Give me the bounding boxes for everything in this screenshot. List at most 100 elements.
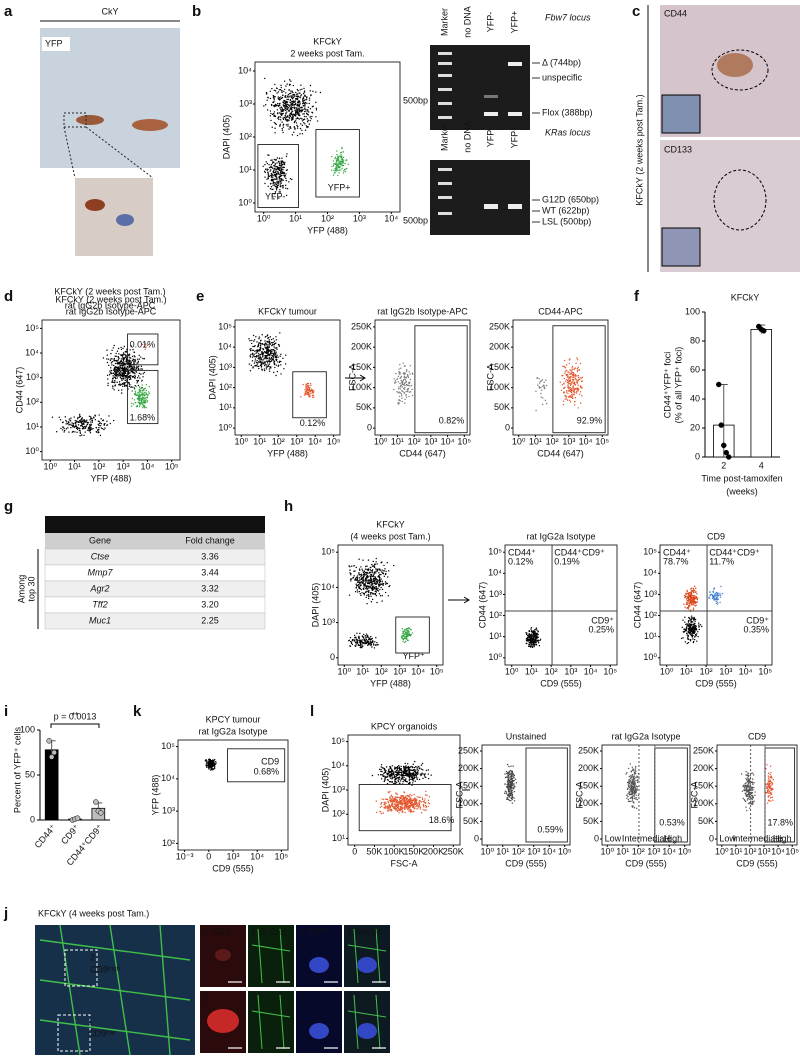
event-dot [304, 103, 306, 105]
event-dot [400, 773, 403, 776]
event-dot [293, 131, 295, 133]
event-dot [259, 344, 262, 347]
event-dot [361, 642, 363, 644]
event-dot [144, 348, 146, 350]
bar [44, 749, 59, 821]
event-dot [75, 427, 78, 429]
event-dot [282, 112, 284, 115]
y-tick-label: 0 [695, 451, 700, 461]
event-dot [270, 182, 272, 185]
event-dot [708, 597, 711, 600]
event-dot [371, 580, 373, 583]
event-dot [287, 123, 289, 126]
event-dot [270, 175, 273, 177]
event-dot [94, 415, 97, 417]
event-dot [412, 771, 414, 774]
event-dot [407, 627, 409, 630]
event-dot [142, 398, 144, 400]
y-tick-label: 50K [356, 402, 372, 412]
event-dot [274, 356, 277, 358]
event-dot [365, 637, 367, 639]
event-dot [250, 353, 252, 355]
event-dot [373, 564, 375, 567]
event-dot [114, 362, 117, 365]
event-dot [362, 571, 365, 574]
y-tick-label: 10¹ [26, 421, 39, 431]
event-dot [89, 416, 92, 418]
quadrant-label: CD44⁺ [508, 547, 536, 557]
event-dot [285, 116, 287, 118]
event-dot [413, 776, 416, 778]
event-dot [395, 775, 397, 778]
event-dot [535, 633, 537, 635]
event-dot [420, 801, 422, 803]
event-dot [417, 770, 419, 772]
y-tick-label: 10⁰ [488, 652, 502, 662]
data-point [93, 799, 99, 805]
event-dot [362, 582, 364, 584]
event-dot [692, 618, 695, 620]
event-dot [424, 794, 427, 796]
event-dot [251, 349, 253, 352]
event-dot [273, 346, 275, 348]
event-dot [409, 793, 411, 796]
event-dot [115, 368, 118, 371]
event-dot [141, 343, 144, 346]
event-dot [114, 359, 116, 362]
band-label: unspecific [542, 72, 583, 82]
event-dot [576, 357, 578, 359]
event-dot [277, 170, 279, 173]
event-dot [80, 434, 83, 436]
event-dot [572, 393, 574, 395]
event-dot [408, 627, 411, 630]
event-dot [682, 637, 684, 639]
event-dot [379, 579, 381, 581]
event-dot [279, 119, 282, 121]
event-dot [421, 772, 423, 774]
event-dot [262, 359, 264, 361]
event-dot [272, 161, 274, 163]
event-dot [369, 581, 372, 584]
event-dot [411, 394, 414, 397]
x-tick-label: CD9⁺ [59, 822, 81, 846]
event-dot [279, 355, 281, 357]
event-dot [141, 399, 143, 401]
event-dot [280, 182, 282, 184]
event-dot [361, 568, 363, 570]
event-dot [264, 340, 266, 342]
event-dot [274, 83, 276, 86]
event-dot [530, 640, 532, 642]
event-dot [270, 104, 273, 107]
event-dot [415, 805, 417, 808]
event-dot [267, 177, 269, 180]
event-dot [689, 630, 691, 632]
event-dot [136, 394, 139, 396]
event-dot [273, 111, 276, 113]
event-dot [690, 601, 692, 603]
event-dot [119, 366, 122, 369]
event-dot [563, 377, 566, 380]
x-tick-label: 10⁰ [257, 213, 271, 223]
event-dot [285, 187, 287, 189]
event-dot [130, 345, 133, 347]
event-dot [81, 423, 84, 426]
event-dot [529, 637, 531, 639]
event-dot [359, 582, 361, 585]
event-dot [61, 429, 64, 431]
event-dot [77, 416, 79, 419]
event-dot [410, 633, 412, 636]
event-dot [570, 391, 573, 394]
event-dot [132, 348, 134, 351]
x-tick-label: 10⁴ [384, 213, 398, 223]
table-header: Fold change [185, 535, 235, 545]
event-dot [305, 125, 307, 127]
event-dot [337, 155, 339, 158]
event-dot [256, 341, 258, 343]
gate-label: YFP- [265, 191, 286, 201]
event-dot [263, 364, 266, 367]
event-dot [114, 379, 116, 382]
event-dot [120, 383, 122, 386]
event-dot [112, 385, 114, 387]
event-dot [349, 566, 351, 568]
event-dot [546, 402, 548, 405]
